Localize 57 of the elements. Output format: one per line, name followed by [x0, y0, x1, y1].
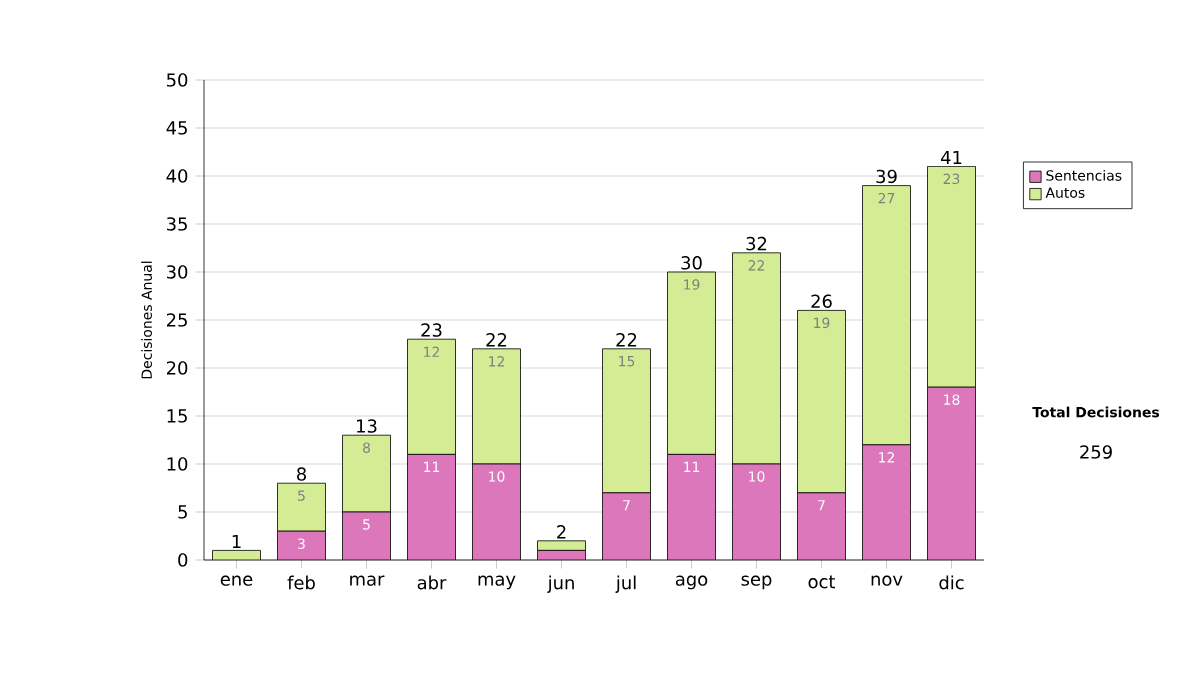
- bar: [602, 492, 651, 560]
- x-tick-label: mar: [350, 575, 385, 586]
- x-tick-label: nov: [871, 575, 903, 586]
- y-tick-label: 10: [167, 457, 188, 471]
- bar: [797, 310, 846, 494]
- bar: [407, 454, 456, 560]
- total-label: 26: [811, 294, 832, 308]
- x-tick-label: oct: [808, 575, 836, 589]
- bar: [407, 338, 456, 455]
- bar: [277, 482, 326, 532]
- y-tick-label: 15: [167, 409, 187, 423]
- total-label: 32: [746, 236, 767, 251]
- bar: [797, 492, 846, 560]
- y-tick-label: 30: [167, 265, 188, 279]
- total-label: 39: [876, 169, 897, 184]
- bar: [732, 464, 781, 560]
- bar: [927, 386, 976, 560]
- x-tick-label: ago: [675, 575, 708, 590]
- bar: [472, 464, 521, 560]
- bar: [472, 348, 521, 465]
- x-tick-label: may: [478, 575, 516, 590]
- total-label: 22: [616, 333, 637, 347]
- bar: [862, 444, 911, 560]
- x-tick-label: jun: [547, 575, 574, 593]
- y-tick-label: 40: [166, 169, 188, 183]
- y-tick-label: 5: [178, 505, 187, 519]
- x-tick-label: ene: [220, 575, 253, 586]
- bar: [277, 531, 326, 560]
- y-tick-label: 20: [166, 361, 188, 375]
- text: 259: [1080, 445, 1112, 459]
- x-tick-label: dic: [939, 575, 964, 590]
- x-tick-label: feb: [287, 575, 315, 590]
- x-tick-label: abr: [417, 575, 447, 590]
- y-tick-label: 45: [166, 121, 187, 135]
- bar: [342, 512, 391, 560]
- bar: [342, 434, 391, 513]
- y-tick-label: 0: [178, 553, 188, 567]
- y-tick-label: 50: [167, 73, 188, 87]
- bar: [667, 454, 716, 560]
- total-label: 22: [486, 333, 507, 347]
- total-label: 13: [357, 419, 377, 433]
- total-label: 30: [681, 256, 702, 270]
- x-tick-label: jul: [615, 575, 636, 593]
- y-tick-label: 35: [167, 217, 187, 231]
- total-label: 23: [421, 323, 442, 337]
- total-label: 2: [557, 525, 566, 539]
- total-label: 1: [232, 534, 241, 549]
- bar: [602, 348, 651, 494]
- bar: [732, 252, 781, 465]
- bar: [667, 271, 716, 455]
- bar: [927, 166, 976, 388]
- total-label: 8: [297, 467, 306, 481]
- total-label: 41: [940, 150, 962, 165]
- y-tick-label: 25: [166, 313, 187, 327]
- bar: [862, 185, 911, 446]
- x-tick-label: sep: [741, 575, 772, 590]
- bar: [537, 540, 586, 551]
